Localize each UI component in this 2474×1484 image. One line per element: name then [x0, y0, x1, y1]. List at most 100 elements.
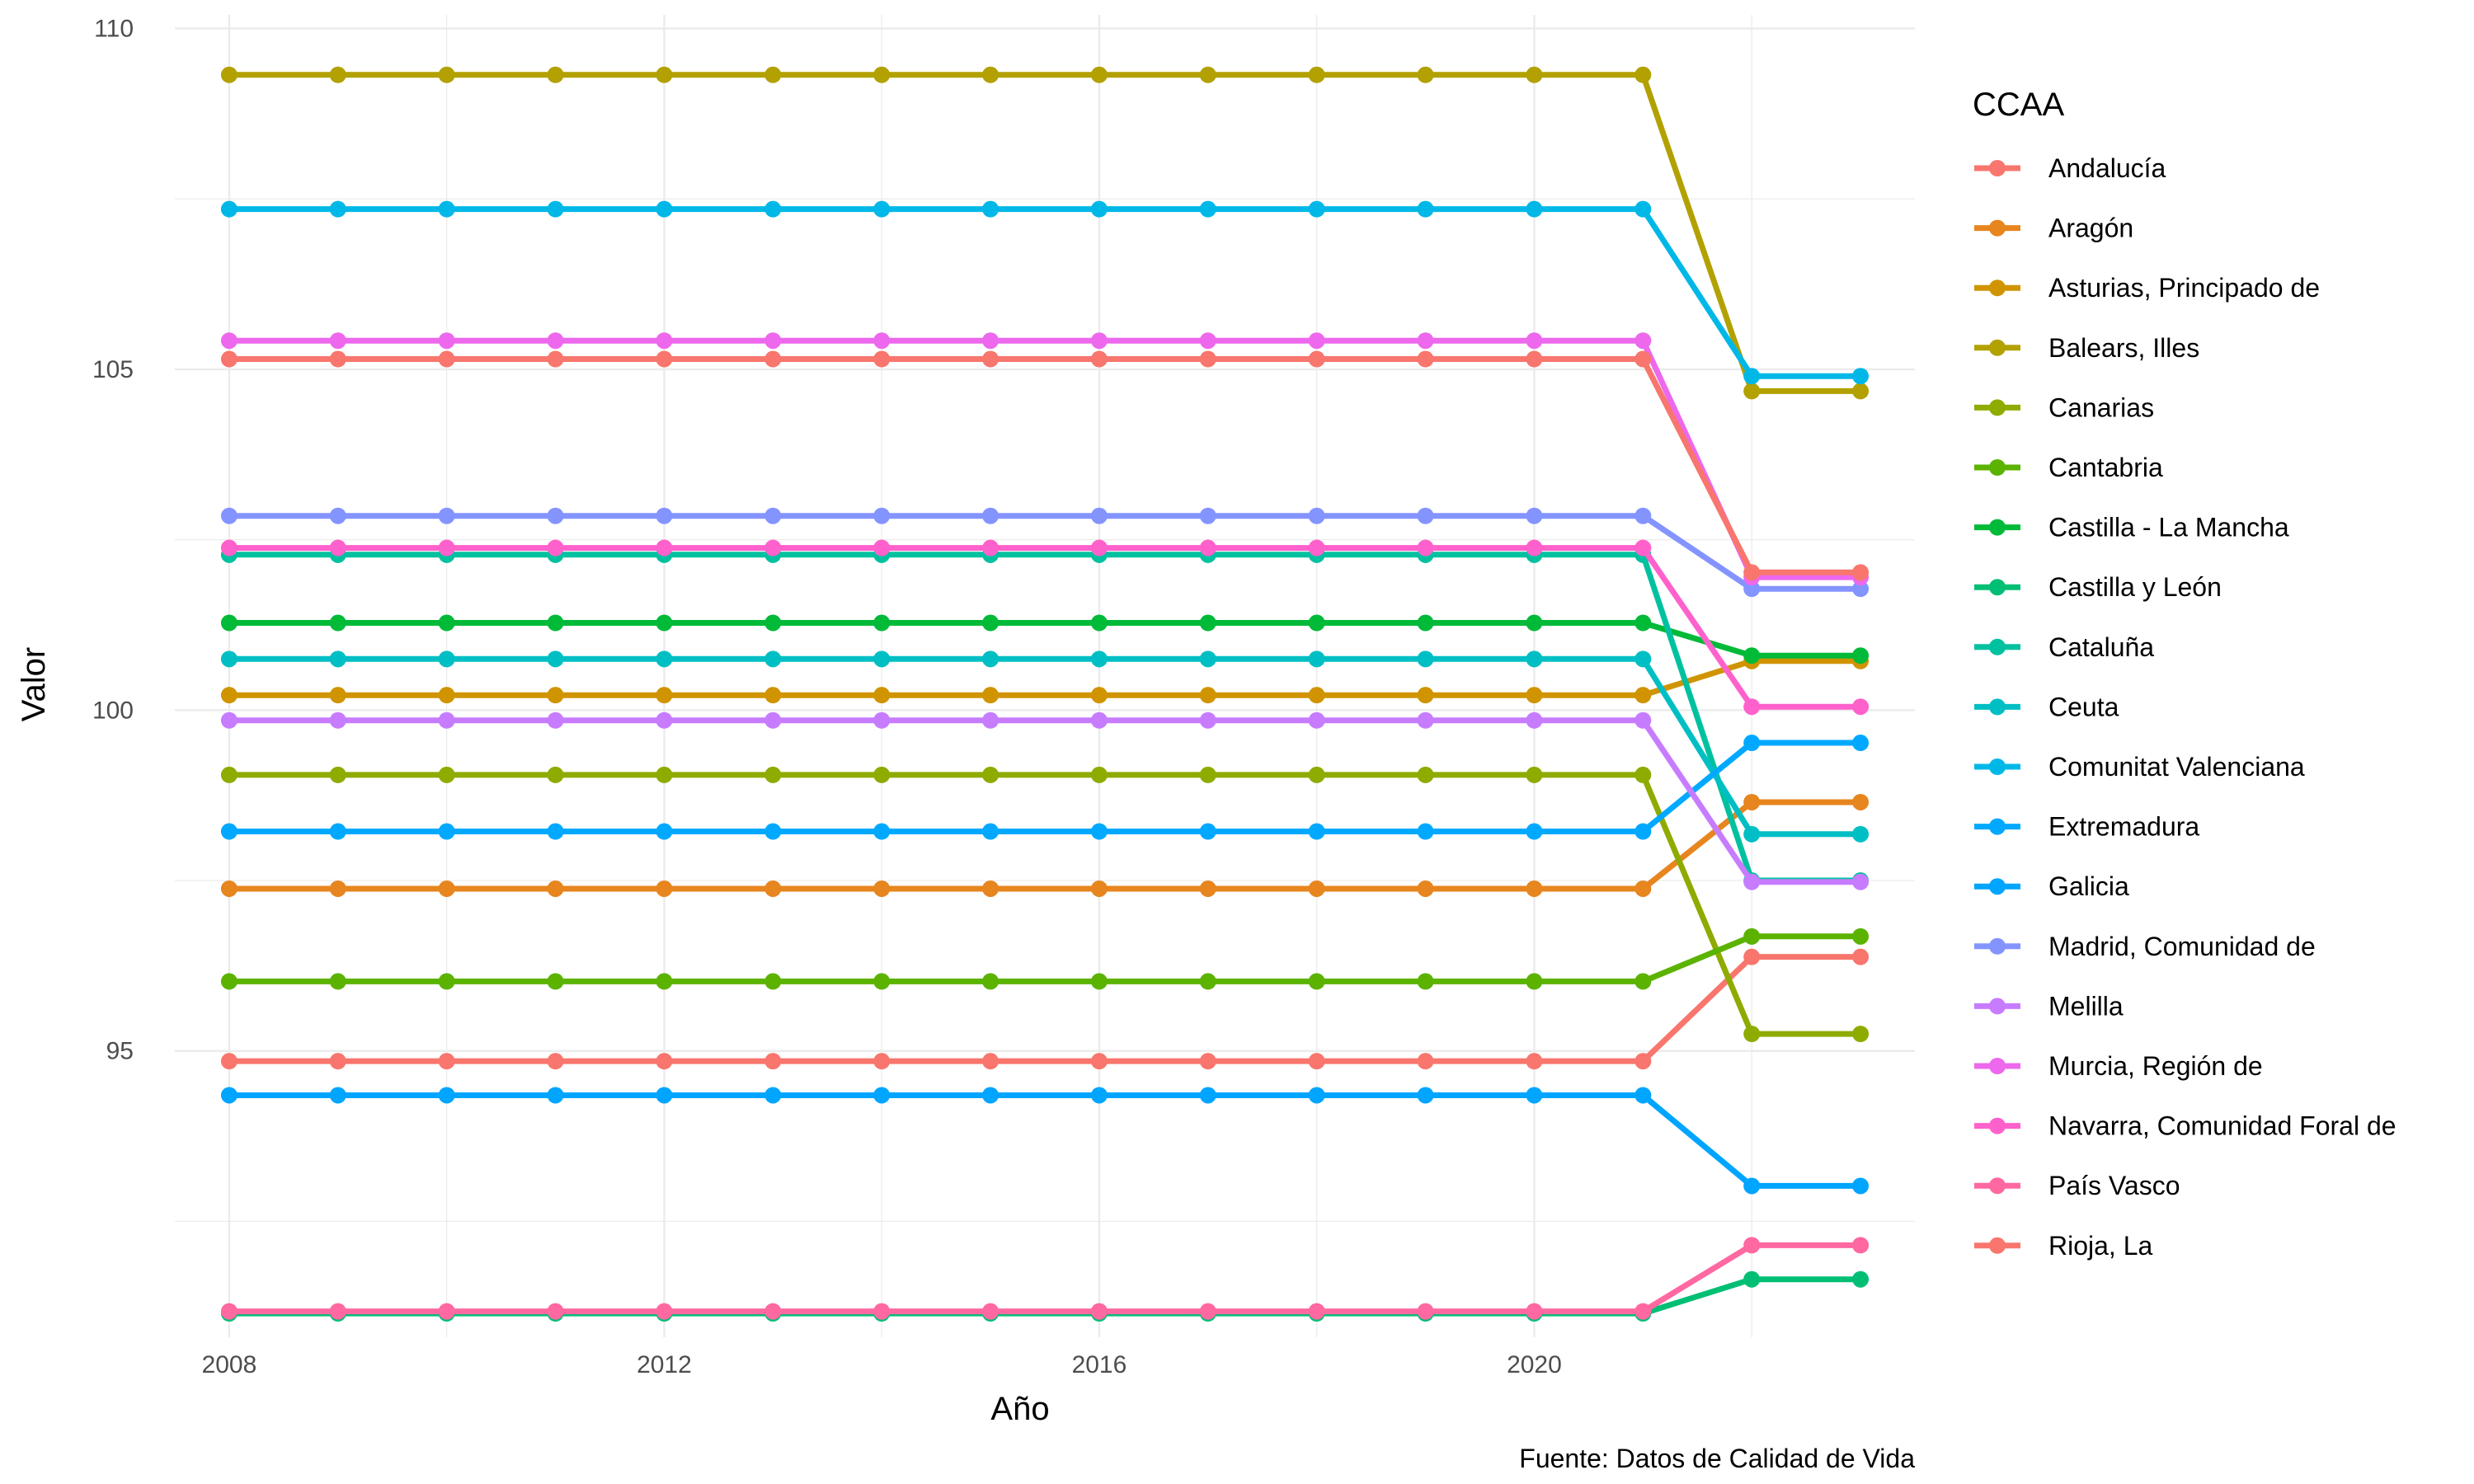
- legend-key-point: [1989, 579, 2006, 596]
- data-point: [1417, 66, 1434, 83]
- legend-item: Castilla - La Mancha: [1974, 513, 2289, 542]
- data-point: [547, 539, 564, 556]
- data-point: [1743, 383, 1761, 400]
- legend-key-point: [1989, 998, 2006, 1015]
- data-point: [329, 1087, 346, 1104]
- data-point: [982, 332, 999, 350]
- data-point: [1199, 1303, 1216, 1320]
- data-point: [220, 650, 238, 668]
- data-point: [1743, 1237, 1761, 1254]
- data-point: [1199, 1053, 1216, 1070]
- legend-label: Rioja, La: [2048, 1231, 2153, 1261]
- legend-label: Asturias, Principado de: [2048, 273, 2320, 303]
- legend-label: Castilla y León: [2048, 572, 2222, 602]
- data-point: [1199, 650, 1216, 668]
- series-comunitat-valenciana: [220, 200, 1870, 385]
- data-point: [656, 1303, 673, 1320]
- data-point: [1308, 687, 1325, 704]
- data-point: [764, 614, 782, 632]
- data-point: [764, 823, 782, 840]
- data-point: [1090, 66, 1108, 83]
- legend-item: País Vasco: [1974, 1171, 2180, 1200]
- legend-label: Canarias: [2048, 392, 2154, 422]
- data-point: [656, 711, 673, 729]
- data-point: [1634, 507, 1652, 524]
- data-point: [1852, 1177, 1870, 1195]
- data-point: [1308, 766, 1325, 783]
- data-point: [1199, 687, 1216, 704]
- data-point: [982, 766, 999, 783]
- legend-key-point: [1989, 1117, 2006, 1134]
- data-point: [547, 1087, 564, 1104]
- legend-item: Cantabria: [1974, 453, 2163, 482]
- data-point: [329, 973, 346, 990]
- data-point: [982, 823, 999, 840]
- data-point: [1199, 766, 1216, 783]
- grid: [175, 15, 1915, 1337]
- data-point: [1308, 200, 1325, 218]
- data-point: [1526, 1053, 1543, 1070]
- legend-key-point: [1989, 1058, 2006, 1074]
- legend-item: Madrid, Comunidad de: [1974, 932, 2316, 961]
- data-point: [1417, 350, 1434, 368]
- legend-item: Extremadura: [1974, 812, 2199, 842]
- data-point: [1743, 735, 1761, 752]
- series-line: [228, 740, 1861, 834]
- series-line: [228, 658, 1861, 698]
- data-point: [220, 766, 238, 783]
- data-point: [764, 687, 782, 704]
- data-point: [329, 332, 346, 350]
- data-point: [1199, 539, 1216, 556]
- legend-key-point: [1989, 219, 2006, 237]
- data-point: [764, 1053, 782, 1070]
- data-point: [1852, 793, 1870, 810]
- y-axis-title: Valor: [16, 647, 52, 721]
- data-point: [1743, 948, 1761, 965]
- series-madrid-comunidad-de: [220, 507, 1870, 598]
- data-point: [656, 650, 673, 668]
- data-point: [1417, 507, 1434, 524]
- legend-label: Navarra, Comunidad Foral de: [2048, 1111, 2396, 1141]
- data-point: [1417, 973, 1434, 990]
- data-point: [329, 687, 346, 704]
- series-line: [228, 1092, 1861, 1189]
- data-point: [982, 1087, 999, 1104]
- data-point: [873, 539, 891, 556]
- data-point: [1852, 948, 1870, 965]
- series-andaluc-a: [220, 948, 1870, 1070]
- data-point: [1743, 580, 1761, 598]
- data-point: [656, 973, 673, 990]
- legend-label: Ceuta: [2048, 692, 2119, 721]
- legend-label: Castilla - La Mancha: [2048, 513, 2289, 542]
- y-tick-label: 95: [106, 1038, 134, 1065]
- data-point: [1090, 507, 1108, 524]
- series-melilla: [220, 711, 1870, 890]
- data-point: [329, 823, 346, 840]
- data-point: [1852, 873, 1870, 890]
- series-line: [228, 933, 1861, 984]
- data-point: [220, 1087, 238, 1104]
- legend-key-point: [1989, 937, 2006, 955]
- data-point: [438, 539, 455, 556]
- data-point: [547, 766, 564, 783]
- data-point: [438, 200, 455, 218]
- data-point: [1308, 973, 1325, 990]
- data-point: [982, 614, 999, 632]
- data-point: [1308, 539, 1325, 556]
- series-line: [228, 655, 1861, 838]
- data-point: [1199, 507, 1216, 524]
- data-point: [873, 66, 891, 83]
- data-point: [1090, 200, 1108, 218]
- data-point: [329, 350, 346, 368]
- data-point: [1308, 880, 1325, 897]
- data-point: [764, 650, 782, 668]
- legend-item: Rioja, La: [1974, 1231, 2153, 1261]
- data-point: [873, 332, 891, 350]
- data-point: [220, 507, 238, 524]
- legend-item: Canarias: [1974, 392, 2154, 422]
- data-point: [1308, 350, 1325, 368]
- data-point: [1090, 711, 1108, 729]
- legend-key-point: [1989, 758, 2006, 775]
- x-tick-label: 2020: [1507, 1351, 1562, 1378]
- data-point: [982, 880, 999, 897]
